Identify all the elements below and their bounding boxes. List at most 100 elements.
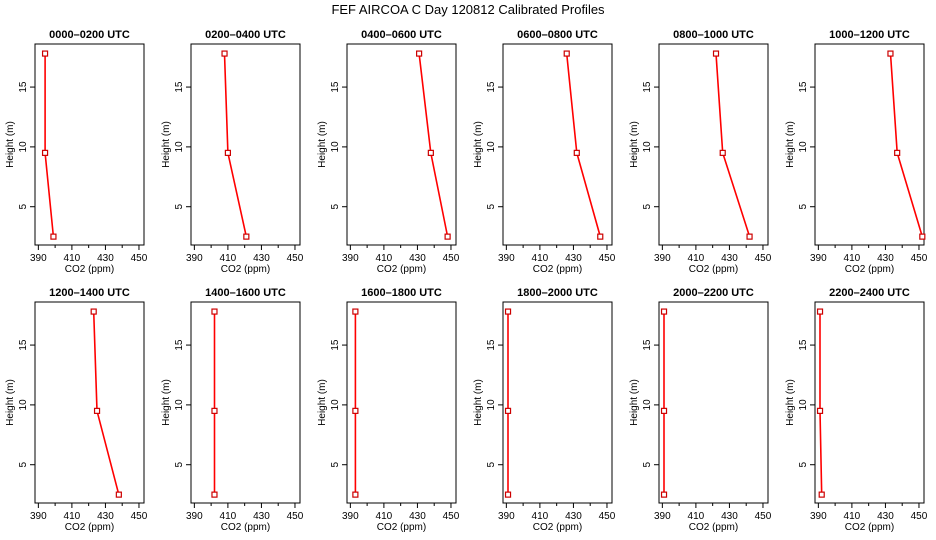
x-tick-label: 430	[721, 511, 738, 522]
panel-title: 2000–2200 UTC	[673, 287, 754, 299]
x-tick-label: 450	[131, 511, 148, 522]
plot-frame	[502, 43, 613, 246]
profile-point	[818, 491, 825, 498]
x-axis-label: CO2 (ppm)	[689, 264, 738, 275]
panel-title: 0400–0600 UTC	[361, 29, 442, 41]
plot-frame	[658, 43, 769, 246]
profile-point	[660, 308, 668, 315]
x-axis-label: CO2 (ppm)	[689, 522, 738, 533]
plot-frame	[190, 43, 301, 246]
profile-point	[427, 149, 434, 156]
y-tick-label: 15	[330, 81, 341, 93]
y-tick-label: 15	[330, 339, 341, 351]
x-tick-label: 410	[220, 253, 237, 264]
x-tick-label: 450	[911, 511, 928, 522]
profile-point	[746, 233, 753, 240]
y-axis-label: Height (m)	[785, 379, 796, 426]
y-tick-label: 5	[330, 461, 341, 467]
x-tick-label: 390	[342, 253, 359, 264]
y-axis-label: Height (m)	[5, 121, 16, 168]
panel-title: 0800–1000 UTC	[673, 29, 754, 41]
x-tick-label: 450	[443, 253, 460, 264]
profile-point	[416, 50, 423, 57]
profile-panel: 0800–1000 UTC 390 410 430 450 5 10 15 CO2 (ppm) H…	[629, 29, 772, 275]
x-tick-label: 430	[97, 253, 114, 264]
profile-point	[221, 50, 228, 57]
profile-line	[889, 53, 924, 237]
profile-panel: 1400–1600 UTC 390 410 430 450 5 10 15 CO2 (ppm) H…	[161, 287, 304, 533]
profile-point	[919, 233, 926, 240]
figure-title: FEF AIRCOA C Day 120812 Calibrated Profi…	[331, 2, 605, 17]
profile-point	[211, 407, 218, 414]
x-axis-label: CO2 (ppm)	[533, 264, 582, 275]
y-tick-label: 5	[486, 203, 497, 209]
profile-point	[597, 233, 604, 240]
x-tick-label: 430	[565, 511, 582, 522]
x-tick-label: 410	[844, 511, 861, 522]
profile-point	[211, 491, 218, 498]
y-axis-label: Height (m)	[629, 121, 640, 168]
profile-line	[715, 53, 751, 237]
y-axis-label: Height (m)	[161, 121, 172, 168]
panel-title: 0600–0800 UTC	[517, 29, 598, 41]
x-tick-label: 390	[186, 511, 203, 522]
y-tick-label: 5	[18, 203, 29, 209]
panel-title: 2200–2400 UTC	[829, 287, 910, 299]
x-tick-label: 410	[532, 511, 549, 522]
x-axis-label: CO2 (ppm)	[377, 522, 426, 533]
profile-panel: 1800–2000 UTC 390 410 430 450 5 10 15 CO2 (ppm) H…	[473, 287, 616, 533]
y-tick-label: 15	[486, 339, 497, 351]
x-tick-label: 430	[253, 253, 270, 264]
x-tick-label: 450	[599, 511, 616, 522]
x-tick-label: 410	[688, 511, 705, 522]
x-tick-label: 390	[654, 511, 671, 522]
profile-panel: 1200–1400 UTC 390 410 430 450 5 10 15 CO2 (ppm) H…	[5, 287, 148, 533]
y-tick-label: 5	[642, 203, 653, 209]
y-axis-label: Height (m)	[317, 379, 328, 426]
x-tick-label: 450	[287, 511, 304, 522]
y-tick-label: 10	[486, 399, 497, 411]
y-axis-label: Height (m)	[317, 121, 328, 168]
y-tick-label: 10	[642, 141, 653, 153]
profile-line	[418, 53, 449, 237]
profile-point	[41, 50, 49, 57]
plot-frame	[346, 43, 457, 246]
plot-frame	[658, 301, 769, 504]
plot-frame	[346, 301, 457, 504]
x-axis-label: CO2 (ppm)	[221, 264, 270, 275]
profile-point	[444, 233, 451, 240]
y-tick-label: 15	[486, 81, 497, 93]
x-tick-label: 410	[376, 511, 393, 522]
profile-panel: 2200–2400 UTC 390 410 430 450 5 10 15 CO2 (ppm) H…	[785, 287, 928, 533]
y-tick-label: 5	[330, 203, 341, 209]
y-axis-label: Height (m)	[473, 379, 484, 426]
profile-point	[719, 149, 726, 156]
x-tick-label: 450	[443, 511, 460, 522]
panel-title: 1800–2000 UTC	[517, 287, 598, 299]
plot-frame	[34, 301, 145, 504]
x-tick-label: 410	[376, 253, 393, 264]
x-tick-label: 450	[287, 253, 304, 264]
x-tick-label: 430	[565, 253, 582, 264]
profile-line	[92, 311, 120, 495]
profile-point	[90, 308, 97, 315]
profile-panel: 0200–0400 UTC 390 410 430 450 5 10 15 CO2 (ppm) H…	[161, 29, 304, 275]
profile-panel: 1600–1800 UTC 390 410 430 450 5 10 15 CO2 (ppm) H…	[317, 287, 460, 533]
x-tick-label: 430	[877, 511, 894, 522]
x-tick-label: 410	[220, 511, 237, 522]
profile-point	[816, 308, 824, 315]
y-tick-label: 5	[174, 461, 185, 467]
y-tick-label: 10	[174, 141, 185, 153]
x-tick-label: 410	[64, 253, 81, 264]
panel-title: 0200–0400 UTC	[205, 29, 286, 41]
y-tick-label: 5	[642, 461, 653, 467]
x-tick-label: 430	[409, 253, 426, 264]
profile-point	[816, 407, 824, 414]
y-tick-label: 5	[486, 461, 497, 467]
plot-frame	[814, 43, 925, 246]
profile-point	[352, 308, 359, 315]
profile-point	[93, 407, 101, 414]
profile-point	[352, 407, 359, 414]
x-tick-label: 410	[844, 253, 861, 264]
y-tick-label: 15	[174, 339, 185, 351]
